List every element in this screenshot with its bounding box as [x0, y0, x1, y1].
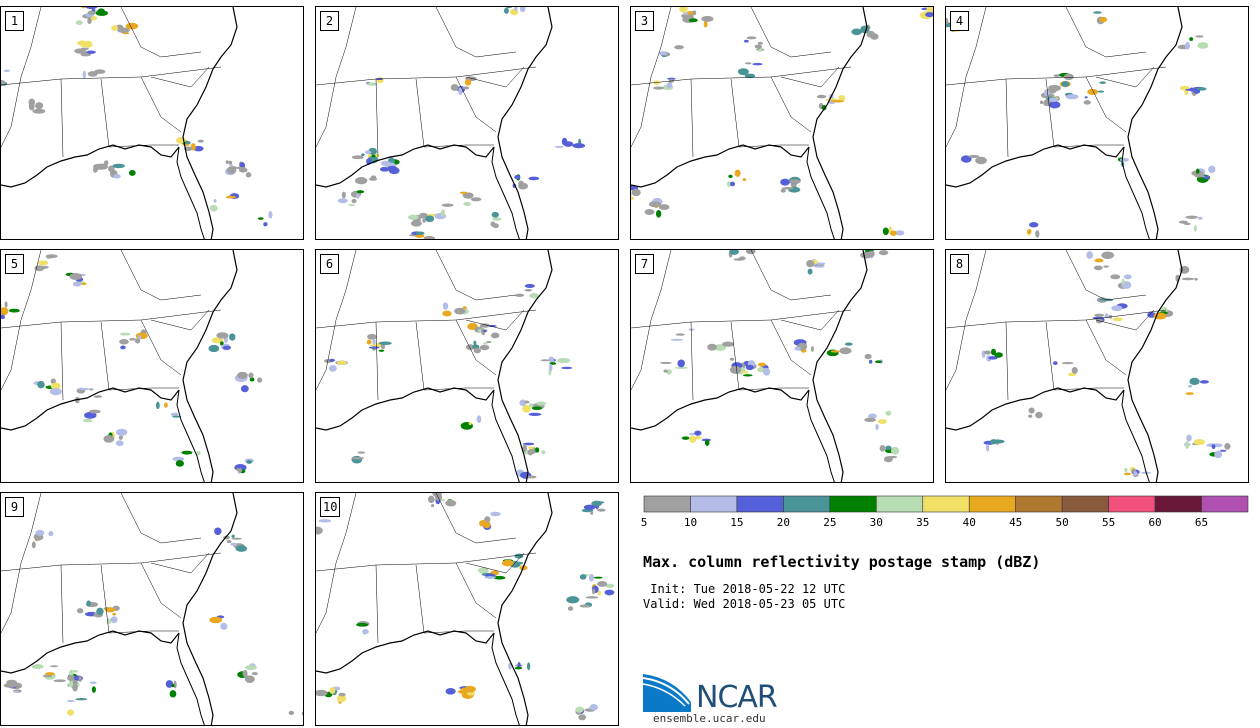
colorbar-bin [1108, 495, 1156, 513]
reflectivity-map [1, 250, 263, 482]
reflectivity-map [1, 7, 273, 239]
ensemble-member-panel: 10 [315, 492, 619, 726]
reflectivity-colorbar [643, 495, 1249, 513]
reflectivity-map [631, 7, 933, 239]
colorbar-tick-label: 25 [823, 516, 837, 529]
colorbar-bin [643, 495, 691, 513]
member-number: 8 [950, 254, 969, 274]
reflectivity-map [631, 250, 900, 482]
ensemble-member-panel: 1 [0, 6, 304, 240]
ensemble-member-panel: 5 [0, 249, 304, 483]
colorbar-tick-label: 30 [869, 516, 883, 529]
ensemble-member-panel: 6 [315, 249, 619, 483]
colorbar-bin [736, 495, 784, 513]
colorbar-tick-label: 15 [730, 516, 744, 529]
colorbar-bin [876, 495, 924, 513]
colorbar-tick-label: 5 [640, 516, 648, 529]
member-number: 2 [320, 11, 339, 31]
colorbar-tick-label: 35 [916, 516, 930, 529]
member-number: 7 [635, 254, 654, 274]
ensemble-member-panel: 4 [945, 6, 1249, 240]
colorbar-bin [690, 495, 738, 513]
colorbar-tick-label: 55 [1101, 516, 1116, 529]
member-number: 3 [635, 11, 654, 31]
member-number: 6 [320, 254, 339, 274]
ensemble-member-panel: 9 [0, 492, 304, 726]
colorbar-bin [1201, 495, 1249, 513]
member-number: 10 [320, 497, 341, 517]
colorbar-bin [783, 495, 831, 513]
site-url[interactable]: ensemble.ucar.edu [653, 712, 766, 725]
reflectivity-map [1, 493, 303, 725]
ncar-logo-icon [643, 674, 691, 712]
colorbar-tick-label: 60 [1148, 516, 1162, 529]
ensemble-member-panel: 2 [315, 6, 619, 240]
ensemble-member-panel: 7 [630, 249, 934, 483]
reflectivity-map [316, 7, 586, 239]
colorbar-tick-label: 20 [776, 516, 790, 529]
colorbar-bin [829, 495, 877, 513]
init-time: Init: Tue 2018-05-22 12 UTC [643, 582, 846, 596]
colorbar-bin [922, 495, 970, 513]
reflectivity-map [316, 250, 573, 482]
ensemble-member-panel: 3 [630, 6, 934, 240]
reflectivity-map [946, 7, 1216, 239]
chart-title: Max. column reflectivity postage stamp (… [643, 553, 1041, 571]
member-number: 1 [5, 11, 24, 31]
ensemble-member-panel: 8 [945, 249, 1249, 483]
reflectivity-map [946, 250, 1231, 482]
colorbar-tick-label: 45 [1009, 516, 1023, 529]
member-number: 9 [5, 497, 24, 517]
member-number: 4 [950, 11, 969, 31]
colorbar-bin [968, 495, 1016, 513]
reflectivity-map [316, 493, 615, 725]
colorbar-bin [1015, 495, 1063, 513]
colorbar-tick-label: 50 [1055, 516, 1069, 529]
member-number: 5 [5, 254, 24, 274]
colorbar-bin [1154, 495, 1202, 513]
ncar-logo-text: NCAR [696, 680, 778, 715]
colorbar-tick-label: 40 [962, 516, 976, 529]
colorbar-bin [1061, 495, 1109, 513]
colorbar-tick-label: 65 [1194, 516, 1209, 529]
valid-time: Valid: Wed 2018-05-23 05 UTC [643, 597, 846, 611]
colorbar-tick-label: 10 [683, 516, 698, 529]
